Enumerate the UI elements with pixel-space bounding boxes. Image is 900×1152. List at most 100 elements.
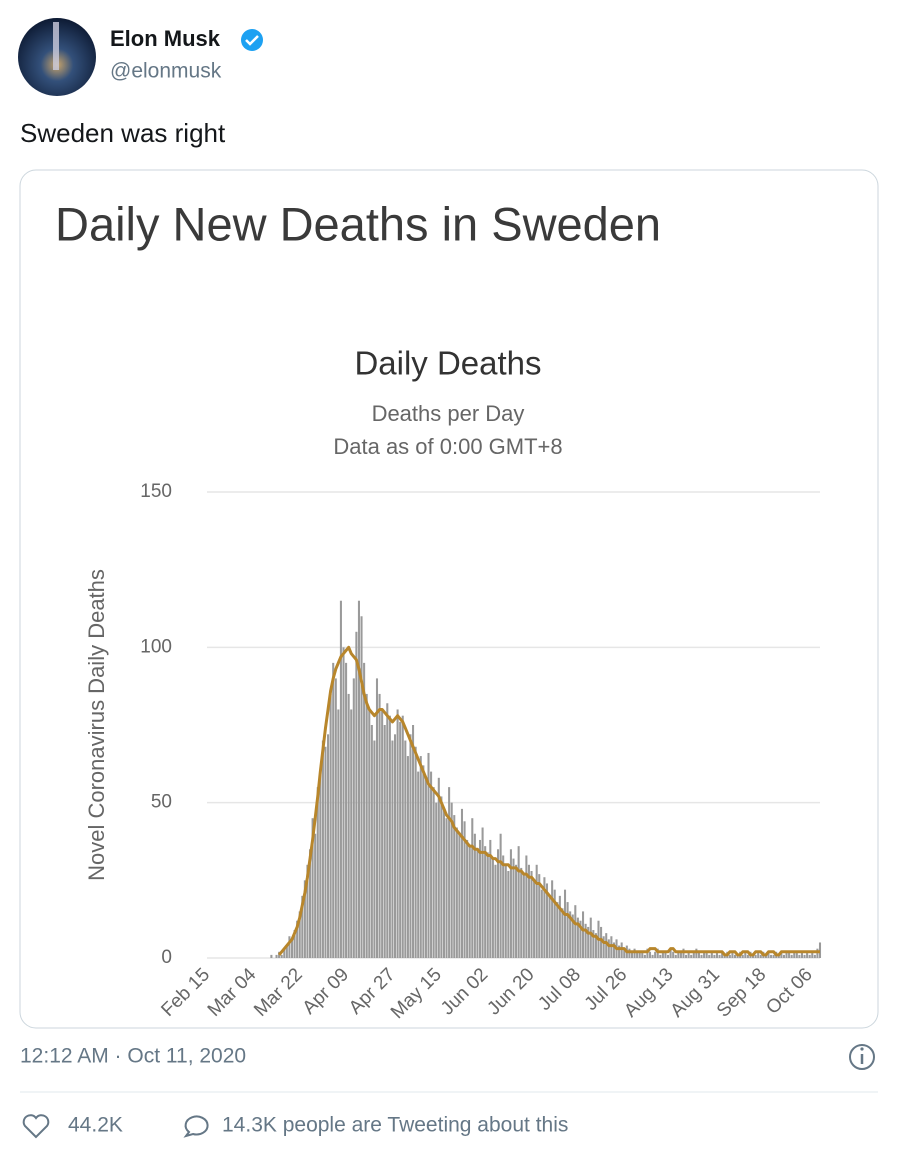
bar xyxy=(471,818,474,958)
bar xyxy=(630,951,634,958)
bar xyxy=(558,895,561,958)
tweeting-count[interactable]: 14.3K people are Tweeting about this xyxy=(222,1114,568,1137)
bar xyxy=(473,833,476,958)
bar xyxy=(393,734,397,958)
bar xyxy=(556,902,559,958)
bar xyxy=(618,945,621,958)
bar xyxy=(378,693,381,958)
bar xyxy=(687,951,690,958)
bar xyxy=(435,802,438,958)
bar xyxy=(667,954,670,958)
bar xyxy=(710,951,713,958)
bar xyxy=(530,871,533,958)
bar xyxy=(520,867,523,958)
bar xyxy=(772,954,775,958)
reply-icon[interactable] xyxy=(183,1115,209,1138)
bar xyxy=(445,818,448,958)
bar xyxy=(656,948,659,958)
bar xyxy=(334,678,337,958)
bar xyxy=(659,954,662,958)
bar xyxy=(788,951,791,958)
bar xyxy=(339,600,342,958)
bar xyxy=(324,746,327,958)
bar xyxy=(458,833,461,958)
bar xyxy=(350,709,353,958)
timestamp[interactable]: 12:12 AM · Oct 11, 2020 xyxy=(20,1045,246,1068)
bar xyxy=(690,954,693,958)
trend-line xyxy=(277,645,820,957)
bar xyxy=(442,808,445,958)
bar xyxy=(628,948,631,958)
bar xyxy=(337,709,340,958)
bar xyxy=(347,693,350,958)
bar xyxy=(661,951,664,958)
bar xyxy=(664,951,667,958)
bar xyxy=(790,954,793,958)
bar xyxy=(811,951,814,958)
bar xyxy=(430,771,433,958)
bar xyxy=(527,864,530,958)
media-card[interactable] xyxy=(19,169,879,1029)
bar xyxy=(566,902,569,958)
bar xyxy=(270,954,273,958)
y-tick-label: 50 xyxy=(151,792,172,813)
bar xyxy=(672,951,675,958)
bar xyxy=(363,662,366,958)
bar xyxy=(319,771,322,958)
bar xyxy=(636,951,639,958)
bar xyxy=(406,756,409,958)
bar xyxy=(538,874,541,958)
bar xyxy=(733,954,737,958)
bar xyxy=(553,889,556,958)
chart-note: Data as of 0:00 GMT+8 xyxy=(333,434,562,459)
bar xyxy=(497,849,500,958)
bar xyxy=(713,954,716,958)
bar xyxy=(401,715,404,958)
bar xyxy=(478,839,482,958)
bar xyxy=(301,895,304,958)
author-name[interactable]: Elon Musk xyxy=(110,26,221,51)
bar xyxy=(677,951,680,958)
bar xyxy=(419,756,422,958)
bar xyxy=(399,721,402,958)
bar xyxy=(633,948,636,958)
bar xyxy=(466,839,469,958)
bar xyxy=(715,951,719,958)
bar xyxy=(460,808,464,958)
y-tick-label: 100 xyxy=(140,636,172,657)
bar xyxy=(412,725,415,958)
info-icon[interactable] xyxy=(849,1044,875,1070)
avatar-rocket xyxy=(53,22,59,70)
bar xyxy=(646,948,649,958)
like-count[interactable]: 44.2K xyxy=(68,1114,123,1137)
bar xyxy=(808,954,811,958)
bar xyxy=(303,880,306,958)
bar xyxy=(620,942,623,958)
bar xyxy=(440,796,443,958)
bar xyxy=(759,954,762,958)
y-axis-label: Novel Coronavirus Daily Deaths xyxy=(84,569,109,881)
bar xyxy=(793,951,796,958)
bar xyxy=(293,930,296,958)
bar xyxy=(600,926,603,958)
bar xyxy=(448,787,451,958)
bar xyxy=(545,883,549,958)
bar xyxy=(643,954,646,958)
bar xyxy=(391,740,394,958)
bar xyxy=(705,951,708,958)
bar xyxy=(610,936,613,958)
bar xyxy=(414,746,417,958)
card-title: Daily New Deaths in Sweden xyxy=(55,197,661,250)
bar xyxy=(605,933,608,958)
bar xyxy=(525,855,528,958)
chart-subtitle: Deaths per Day xyxy=(372,401,525,426)
author-handle[interactable]: @elonmusk xyxy=(110,60,222,83)
bar xyxy=(592,930,595,958)
bar xyxy=(795,951,798,958)
bar xyxy=(582,911,585,958)
bar xyxy=(703,951,706,958)
bar xyxy=(476,849,479,958)
bar xyxy=(332,662,335,958)
like-icon[interactable] xyxy=(22,1114,50,1139)
